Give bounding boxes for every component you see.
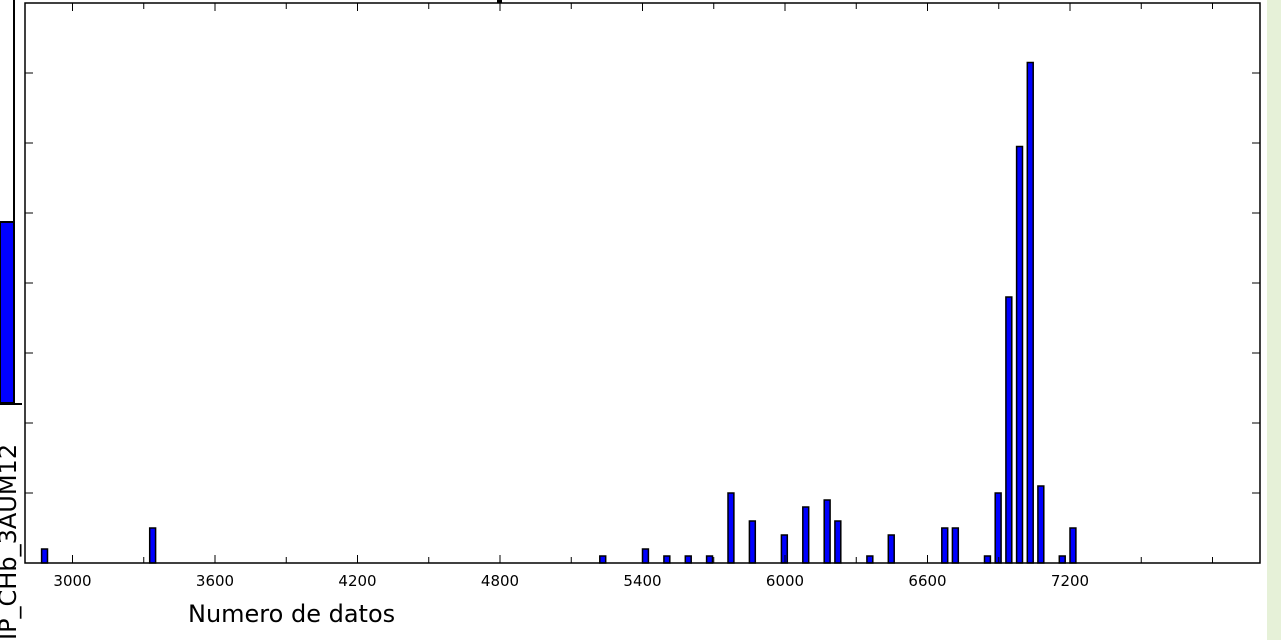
histogram-bar	[994, 492, 1002, 564]
histogram-bar	[887, 534, 895, 564]
histogram-bar	[780, 534, 789, 564]
histogram-bar	[663, 555, 671, 564]
histogram-bar	[1037, 485, 1045, 564]
ticks-group: 3000 3600 4200 4800 5400 6000 6600 7200	[25, 2, 1260, 590]
histogram-bar	[834, 520, 842, 564]
x-tick-label: 7200	[1051, 572, 1089, 590]
clipped-title-fragment	[497, 0, 502, 3]
x-tick-label: 6000	[766, 572, 804, 590]
right-background-strip	[1267, 0, 1281, 640]
histogram-bar	[802, 506, 810, 564]
x-axis-title: Numero de datos	[188, 600, 395, 628]
histogram-bar	[1069, 527, 1077, 564]
histogram-bar	[1058, 555, 1066, 564]
histogram-bar	[951, 527, 960, 564]
histogram-bar	[684, 555, 692, 564]
histogram-bar	[40, 548, 49, 564]
histogram-bar	[599, 555, 607, 564]
histogram-bar	[823, 499, 831, 564]
x-tick-label: 6600	[908, 572, 946, 590]
histogram-bar	[705, 555, 714, 564]
partial-left-plot-bar	[0, 221, 15, 404]
histogram-bar	[748, 520, 757, 564]
histogram-bar	[727, 492, 735, 564]
histogram-bar	[148, 527, 157, 564]
x-tick-label: 5400	[623, 572, 661, 590]
histogram-bar	[641, 548, 650, 564]
partial-y-axis-label: IP_CHb_3AUM12	[0, 444, 22, 640]
histogram-bar	[866, 555, 874, 564]
bars-group	[40, 61, 1077, 564]
histogram-bar	[941, 527, 949, 564]
histogram-bar	[1005, 296, 1013, 564]
histogram-bar	[1026, 61, 1034, 564]
plot-frame	[24, 2, 1261, 564]
x-tick-label: 4800	[481, 572, 519, 590]
histogram-bar	[1015, 145, 1024, 564]
x-tick-label: 3000	[53, 572, 91, 590]
x-tick-label: 4200	[338, 572, 376, 590]
histogram-bar	[983, 555, 992, 564]
x-tick-label: 3600	[196, 572, 234, 590]
